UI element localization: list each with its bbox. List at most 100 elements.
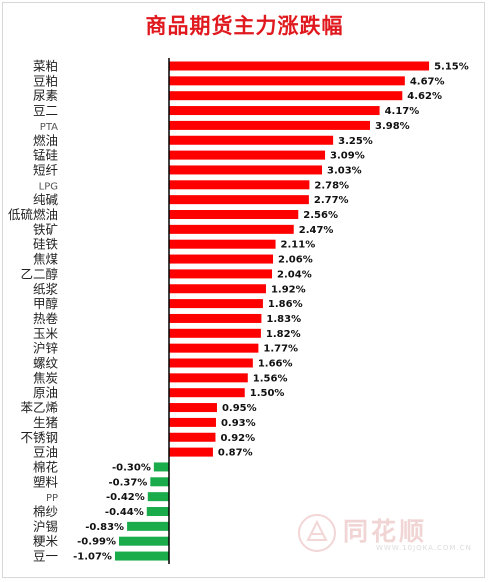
value-label: 2.56%	[303, 210, 338, 221]
bar-23	[169, 388, 245, 398]
category-label: 生猪	[33, 415, 58, 430]
bar-2	[169, 76, 405, 86]
category-label: 低硫燃油	[8, 207, 58, 222]
value-label: 0.93%	[221, 418, 256, 429]
category-label: 沪锡	[33, 519, 58, 534]
bar-16	[169, 284, 266, 294]
bar-17	[169, 299, 263, 309]
chart-frame	[2, 2, 485, 578]
value-label: 1.86%	[268, 299, 303, 310]
category-label: 硅铁	[33, 237, 59, 252]
category-label: 沪锌	[33, 341, 58, 356]
category-label: 粳米	[33, 534, 59, 549]
bar-32	[127, 521, 169, 531]
category-label: 豆二	[33, 103, 58, 118]
value-label: 2.47%	[299, 225, 334, 236]
category-label: 螺纹	[33, 356, 59, 371]
bar-31	[146, 507, 169, 516]
value-label: 2.78%	[314, 180, 349, 191]
category-label: 燃油	[33, 133, 58, 148]
category-label: 棉纱	[33, 504, 58, 519]
bar-15	[169, 269, 273, 279]
bar-10	[169, 195, 309, 205]
bar-12	[169, 224, 294, 234]
bar-33	[119, 536, 169, 546]
value-label: 0.95%	[222, 403, 257, 414]
value-label: 5.15%	[434, 62, 469, 73]
bar-30	[147, 492, 169, 502]
category-label: PP	[46, 493, 58, 504]
value-label: 3.25%	[338, 136, 373, 147]
category-label: 乙二醇	[20, 266, 58, 281]
category-label: 焦煤	[33, 252, 59, 267]
category-label: 苯乙烯	[20, 400, 58, 415]
value-label: 1.83%	[266, 314, 301, 325]
value-label: 1.77%	[263, 344, 298, 355]
category-label: 豆一	[33, 549, 58, 564]
category-label: 塑料	[33, 474, 59, 489]
bar-18	[169, 313, 262, 323]
value-label: 2.04%	[277, 269, 312, 280]
category-label: LPG	[39, 181, 58, 192]
category-label: 纸浆	[33, 281, 59, 296]
watermark-text: 同花顺	[343, 517, 428, 546]
category-label: 豆粕	[33, 73, 58, 88]
category-label: 豆油	[33, 445, 58, 460]
value-label: -0.37%	[108, 477, 147, 488]
value-label: 1.82%	[266, 329, 301, 340]
watermark-subtext: WWW.10JQKA.COM.CN	[376, 544, 472, 552]
bar-25	[169, 417, 216, 427]
bar-8	[169, 165, 323, 175]
value-label: 3.98%	[375, 121, 410, 132]
category-label: 铁矿	[33, 222, 58, 237]
bar-3	[169, 91, 403, 101]
category-label: 热卷	[33, 311, 59, 326]
value-label: 0.87%	[218, 448, 253, 459]
chart-title: 商品期货主力涨跌幅	[145, 14, 344, 38]
bar-26	[169, 432, 216, 442]
bar-11	[169, 210, 299, 219]
value-label: 1.50%	[250, 388, 285, 399]
bar-6	[169, 135, 334, 145]
category-label: 不锈钢	[20, 430, 58, 445]
bar-34	[114, 551, 169, 561]
value-label: 3.03%	[327, 165, 362, 176]
value-label: 1.92%	[271, 284, 306, 295]
value-label: 4.17%	[385, 106, 420, 117]
bar-24	[169, 403, 217, 413]
value-label: -1.07%	[73, 552, 112, 563]
bar-5	[169, 120, 370, 130]
value-label: 2.06%	[278, 255, 313, 266]
category-label: 棉花	[33, 459, 58, 474]
value-label: 4.62%	[407, 91, 442, 102]
category-label: 玉米	[33, 326, 59, 341]
category-label: 原油	[33, 385, 58, 400]
value-label: -0.83%	[85, 522, 124, 533]
value-label: -0.44%	[105, 507, 144, 518]
value-label: 1.66%	[258, 359, 293, 370]
bar-19	[169, 328, 261, 338]
category-label: 菜粕	[33, 59, 58, 74]
value-label: 0.92%	[220, 433, 255, 444]
category-label: 甲醇	[33, 296, 58, 311]
bar-14	[169, 254, 274, 264]
value-label: 1.56%	[253, 373, 288, 384]
bar-21	[169, 358, 253, 368]
watermark-logo-icon	[298, 514, 336, 552]
bar-27	[169, 447, 213, 457]
category-label: 锰硅	[33, 148, 58, 163]
value-label: 3.09%	[330, 151, 365, 162]
value-label: 4.67%	[410, 76, 445, 87]
value-label: 2.77%	[314, 195, 349, 206]
bar-4	[169, 106, 380, 116]
category-label: 尿素	[33, 88, 58, 103]
bar-29	[150, 477, 169, 487]
bar-9	[169, 180, 310, 190]
bar-13	[169, 239, 276, 249]
value-label: 2.11%	[281, 240, 316, 251]
value-label: -0.30%	[112, 462, 151, 473]
bar-20	[169, 343, 259, 353]
value-label: -0.99%	[77, 537, 116, 548]
category-label: 焦炭	[33, 370, 58, 385]
bar-22	[169, 373, 248, 383]
